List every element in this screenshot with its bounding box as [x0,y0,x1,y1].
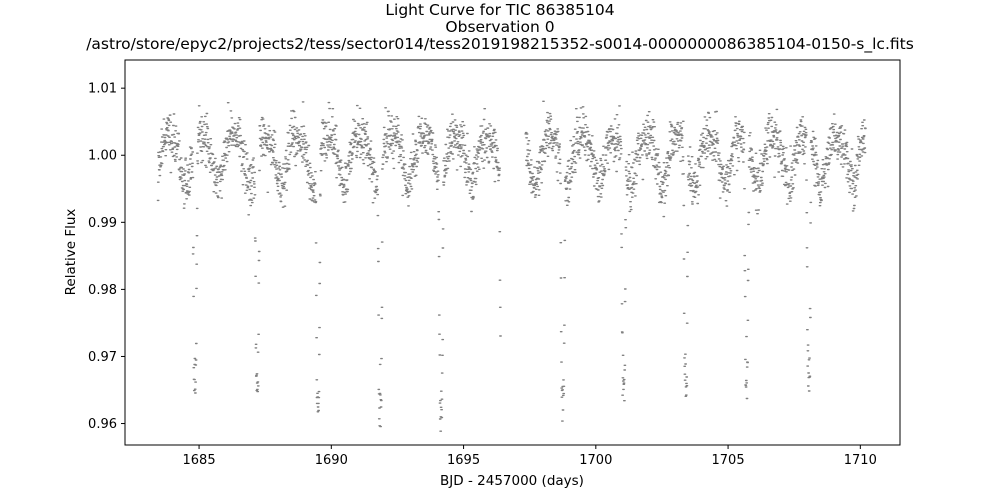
data-points [156,100,867,432]
y-axis-label: Relative Flux [63,209,79,296]
x-axis-label: BJD - 2457000 (days) [440,473,584,489]
chart-title-block: Light Curve for TIC 86385104 Observation… [0,2,1000,53]
y-axis-ticks: 0.96 0.97 0.98 0.99 1.00 1.01 [88,82,125,432]
x-axis-ticks: 1685 1690 1695 1700 1705 1710 [183,445,877,468]
chart-title: Light Curve for TIC 86385104 [385,1,615,19]
x-tick-label: 1705 [712,453,745,468]
y-tick-label: 0.97 [88,350,117,365]
y-tick-label: 0.99 [88,216,117,231]
x-tick-label: 1700 [579,453,612,468]
chart-file-path: /astro/store/epyc2/projects2/tess/sector… [86,35,914,53]
y-tick-label: 0.98 [88,283,117,298]
chart-subtitle: Observation 0 [445,18,555,36]
x-tick-label: 1690 [315,453,348,468]
y-tick-label: 1.01 [88,82,117,97]
y-tick-label: 0.96 [88,417,117,432]
plot-frame [124,59,901,446]
x-tick-label: 1685 [183,453,216,468]
y-tick-label: 1.00 [88,149,117,164]
flux-scatter-points [156,100,867,432]
x-tick-label: 1695 [447,453,480,468]
x-tick-label: 1710 [844,453,877,468]
